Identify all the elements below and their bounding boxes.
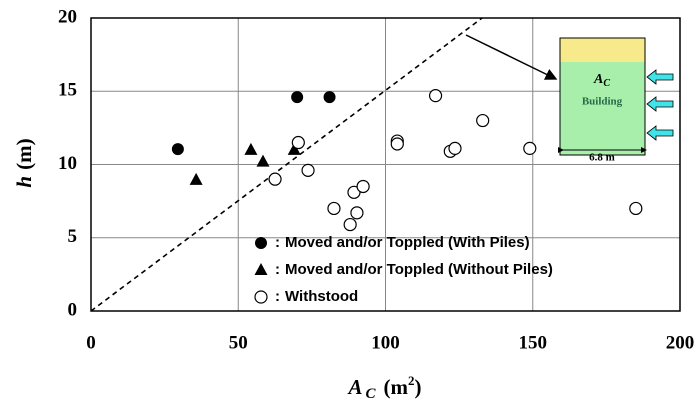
- legend-separator: :: [275, 261, 280, 278]
- y-axis-label: h(m): [12, 138, 36, 187]
- inset-top: [560, 38, 645, 62]
- x-tick-label: 200: [666, 332, 695, 353]
- y-tick-label: 0: [68, 299, 78, 320]
- point: [291, 135, 305, 150]
- legend-marker: [255, 237, 267, 249]
- x-tick-label: 150: [519, 332, 548, 353]
- x-tick-label: 100: [371, 332, 400, 353]
- point: [189, 172, 203, 185]
- inset: AC Building 6.8 m: [465, 34, 674, 164]
- point: [523, 141, 537, 155]
- point: [301, 163, 315, 177]
- y-tick-label: 15: [58, 80, 77, 101]
- point: [356, 179, 370, 194]
- legend-label: Moved and/or Toppled (With Piles): [285, 234, 530, 251]
- point: [347, 185, 361, 199]
- inset-label: AC: [593, 72, 610, 89]
- legend-label: Moved and/or Toppled (Without Piles): [285, 261, 553, 278]
- point: [390, 137, 404, 151]
- legend: : Moved and/or Toppled (With Piles): Moved…: [254, 234, 553, 305]
- point: [428, 89, 443, 103]
- inset-frame: [559, 37, 646, 156]
- y-tick-label: 10: [58, 153, 77, 174]
- legend-separator: :: [275, 288, 280, 305]
- inset-name: Building: [582, 96, 623, 108]
- legend-label: Withstood: [285, 288, 358, 305]
- legend-marker: [254, 263, 268, 275]
- pointer-arrow: [465, 34, 558, 80]
- point: [327, 201, 341, 216]
- point: [171, 143, 184, 156]
- inset-building: [560, 62, 645, 155]
- point: [291, 91, 304, 104]
- point: [350, 206, 364, 220]
- legend-separator: :: [275, 234, 280, 251]
- x-tick-label: 50: [229, 332, 248, 353]
- x-axis-label: A C (m2): [346, 373, 421, 402]
- point: [476, 113, 490, 128]
- y-tick-label: 5: [68, 226, 78, 247]
- point: [256, 154, 270, 167]
- point: [287, 142, 301, 155]
- force-arrows: [646, 69, 674, 141]
- y-tick-label: 20: [58, 6, 77, 27]
- inset-width: 6.8 m: [589, 152, 615, 164]
- point: [343, 217, 357, 232]
- reference-line: [90, 17, 483, 312]
- x-tick-label: 0: [86, 332, 96, 353]
- plot-frame: [90, 17, 681, 312]
- legend-marker: [254, 290, 268, 304]
- point: [629, 201, 643, 216]
- point: [244, 142, 258, 155]
- point: [448, 141, 462, 155]
- point: [268, 172, 282, 186]
- point: [323, 91, 336, 104]
